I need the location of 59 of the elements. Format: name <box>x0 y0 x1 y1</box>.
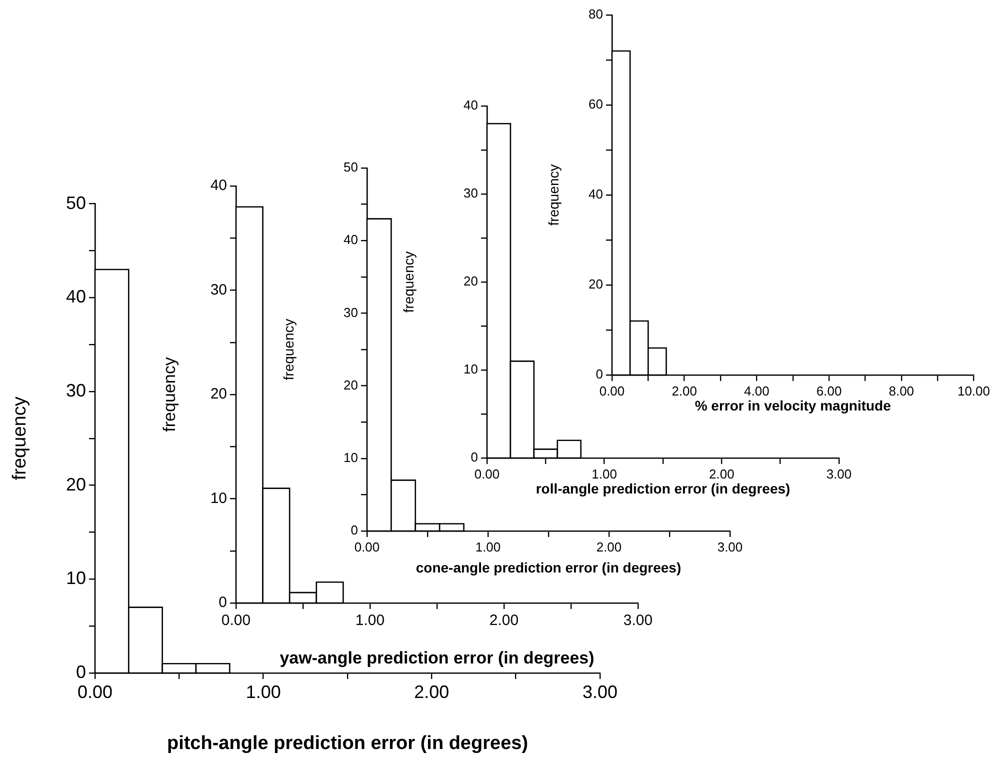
y-tick-label: 40 <box>344 232 358 248</box>
x-tick-label: 2.00 <box>672 383 698 398</box>
x-tick-label: 1.00 <box>355 612 385 630</box>
y-axis-title: frequency <box>10 396 31 480</box>
y-tick-label: 20 <box>210 386 227 403</box>
y-tick-label: 40 <box>588 186 603 202</box>
y-tick-label: 30 <box>210 281 227 298</box>
x-tick-label: 3.00 <box>623 612 653 630</box>
x-tick-label: 0.00 <box>221 612 251 630</box>
x-tick-label: 0.00 <box>474 466 500 482</box>
y-tick-label: 10 <box>66 568 86 588</box>
y-axis-title: frequency <box>280 318 296 380</box>
y-tick-label: 20 <box>588 276 603 292</box>
x-tick-label: 0.00 <box>599 383 625 398</box>
x-axis-title: cone-angle prediction error (in degrees) <box>416 559 682 576</box>
x-tick-label: 4.00 <box>744 383 770 398</box>
y-tick-label: 40 <box>66 286 86 307</box>
y-tick-label: 0 <box>350 522 358 538</box>
x-tick-label: 10.00 <box>957 383 990 398</box>
y-tick-label: 0 <box>470 450 478 465</box>
x-tick-label: 6.00 <box>816 383 842 398</box>
x-tick-label: 3.00 <box>582 682 618 702</box>
y-tick-label: 40 <box>464 98 478 113</box>
y-tick-label: 0 <box>596 366 603 382</box>
x-axis-title: roll-angle prediction error (in degrees) <box>536 480 790 496</box>
x-axis-title: pitch-angle prediction error (in degrees) <box>166 732 528 754</box>
x-tick-label: 2.00 <box>596 539 622 554</box>
y-tick-label: 20 <box>464 274 478 289</box>
y-tick-label: 50 <box>344 160 358 175</box>
y-tick-label: 60 <box>588 96 603 112</box>
y-tick-label: 30 <box>464 186 478 201</box>
x-axis-title: % error in velocity magnitude <box>694 397 892 414</box>
x-tick-label: 0.00 <box>77 682 113 702</box>
y-tick-label: 30 <box>66 380 86 400</box>
y-axis-title: frequency <box>160 356 179 432</box>
y-tick-label: 20 <box>344 377 358 392</box>
x-tick-label: 3.00 <box>826 466 852 482</box>
x-tick-label: 1.00 <box>246 682 281 702</box>
y-tick-label: 80 <box>588 6 603 22</box>
x-tick-label: 1.00 <box>592 466 617 482</box>
x-tick-label: 2.00 <box>709 466 734 482</box>
y-tick-label: 40 <box>210 177 227 194</box>
x-tick-label: 2.00 <box>414 682 450 702</box>
x-axis-title: yaw-angle prediction error (in degrees) <box>280 648 594 668</box>
y-tick-label: 50 <box>66 192 86 213</box>
x-tick-label: 0.00 <box>354 539 380 554</box>
y-axis-title: frequency <box>400 251 416 313</box>
y-tick-label: 20 <box>66 474 86 494</box>
y-tick-label: 10 <box>464 362 478 377</box>
y-tick-label: 0 <box>218 594 227 612</box>
x-tick-label: 1.00 <box>475 539 501 554</box>
x-tick-label: 8.00 <box>888 383 914 398</box>
x-tick-label: 3.00 <box>717 539 743 554</box>
y-tick-label: 10 <box>210 490 227 507</box>
x-tick-label: 2.00 <box>489 612 519 630</box>
y-axis-title: frequency <box>545 164 562 226</box>
y-tick-label: 0 <box>76 662 86 682</box>
y-tick-label: 10 <box>344 450 358 465</box>
y-tick-label: 30 <box>344 304 358 320</box>
